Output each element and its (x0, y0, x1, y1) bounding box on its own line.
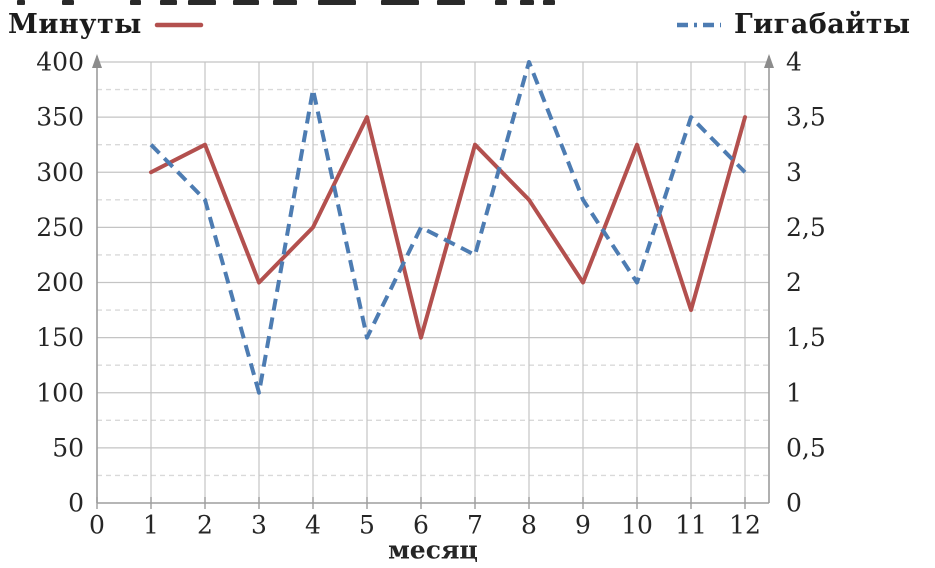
x-axis-tick-label: 12 (729, 511, 761, 540)
y-axis-left-tick-label: 400 (36, 48, 84, 77)
x-axis-tick-label: 0 (89, 511, 105, 540)
y-axis-right-tick-label: 4 (786, 48, 802, 77)
x-axis-tick-label: 3 (251, 511, 267, 540)
legend-label-gigabytes: Гигабайты (734, 9, 911, 40)
x-axis-tick-label: 9 (575, 511, 591, 540)
series-line-gigabytes (149, 60, 747, 395)
x-axis-tick-label: 1 (143, 511, 159, 540)
x-axis-tick-label: 4 (305, 511, 321, 540)
gigabytes-dashdot-swatch-icon (677, 22, 721, 28)
y-axis-left-tick-label: 0 (68, 489, 84, 518)
minutes-line-swatch-icon (154, 22, 204, 28)
x-axis-tick-label: 8 (521, 511, 537, 540)
x-axis-tick-label: 7 (467, 511, 483, 540)
y-axis-left-tick-label: 100 (36, 378, 84, 407)
y-axis-right-tick-label: 2 (786, 268, 802, 297)
y-axis-right-tick-label: 0,5 (786, 433, 826, 462)
y-axis-right-tick-label: 3,5 (786, 103, 826, 132)
y-axis-right-tick-label: 1 (786, 378, 802, 407)
x-axis-tick-label: 11 (675, 511, 707, 540)
y-axis-left-tick-label: 50 (52, 433, 84, 462)
y-axis-right-tick-label: 1,5 (786, 323, 826, 352)
y-axis-left-arrow-icon (92, 54, 102, 68)
y-axis-left-tick-label: 350 (36, 103, 84, 132)
y-axis-left-tick-label: 250 (36, 213, 84, 242)
y-axis-left-tick-label: 200 (36, 268, 84, 297)
x-axis-tick-label: 6 (413, 511, 429, 540)
legend-label-minutes: Минуты (8, 9, 142, 40)
y-axis-right-tick-label: 0 (786, 489, 802, 518)
y-axis-left-tick-label: 300 (36, 158, 84, 187)
x-axis-tick-label: 5 (359, 511, 375, 540)
y-axis-right-tick-label: 3 (786, 158, 802, 187)
legend-item-minutes: Минуты (8, 10, 204, 40)
x-axis-title: месяц (388, 536, 478, 565)
y-axis-right-arrow-icon (764, 54, 774, 68)
x-axis-tick-label: 2 (197, 511, 213, 540)
legend-item-gigabytes: Гигабайты (676, 10, 911, 40)
y-axis-left-tick-label: 150 (36, 323, 84, 352)
clipped-title-fragment (0, 0, 600, 8)
x-axis-tick-label: 10 (621, 511, 653, 540)
y-axis-right-tick-label: 2,5 (786, 213, 826, 242)
